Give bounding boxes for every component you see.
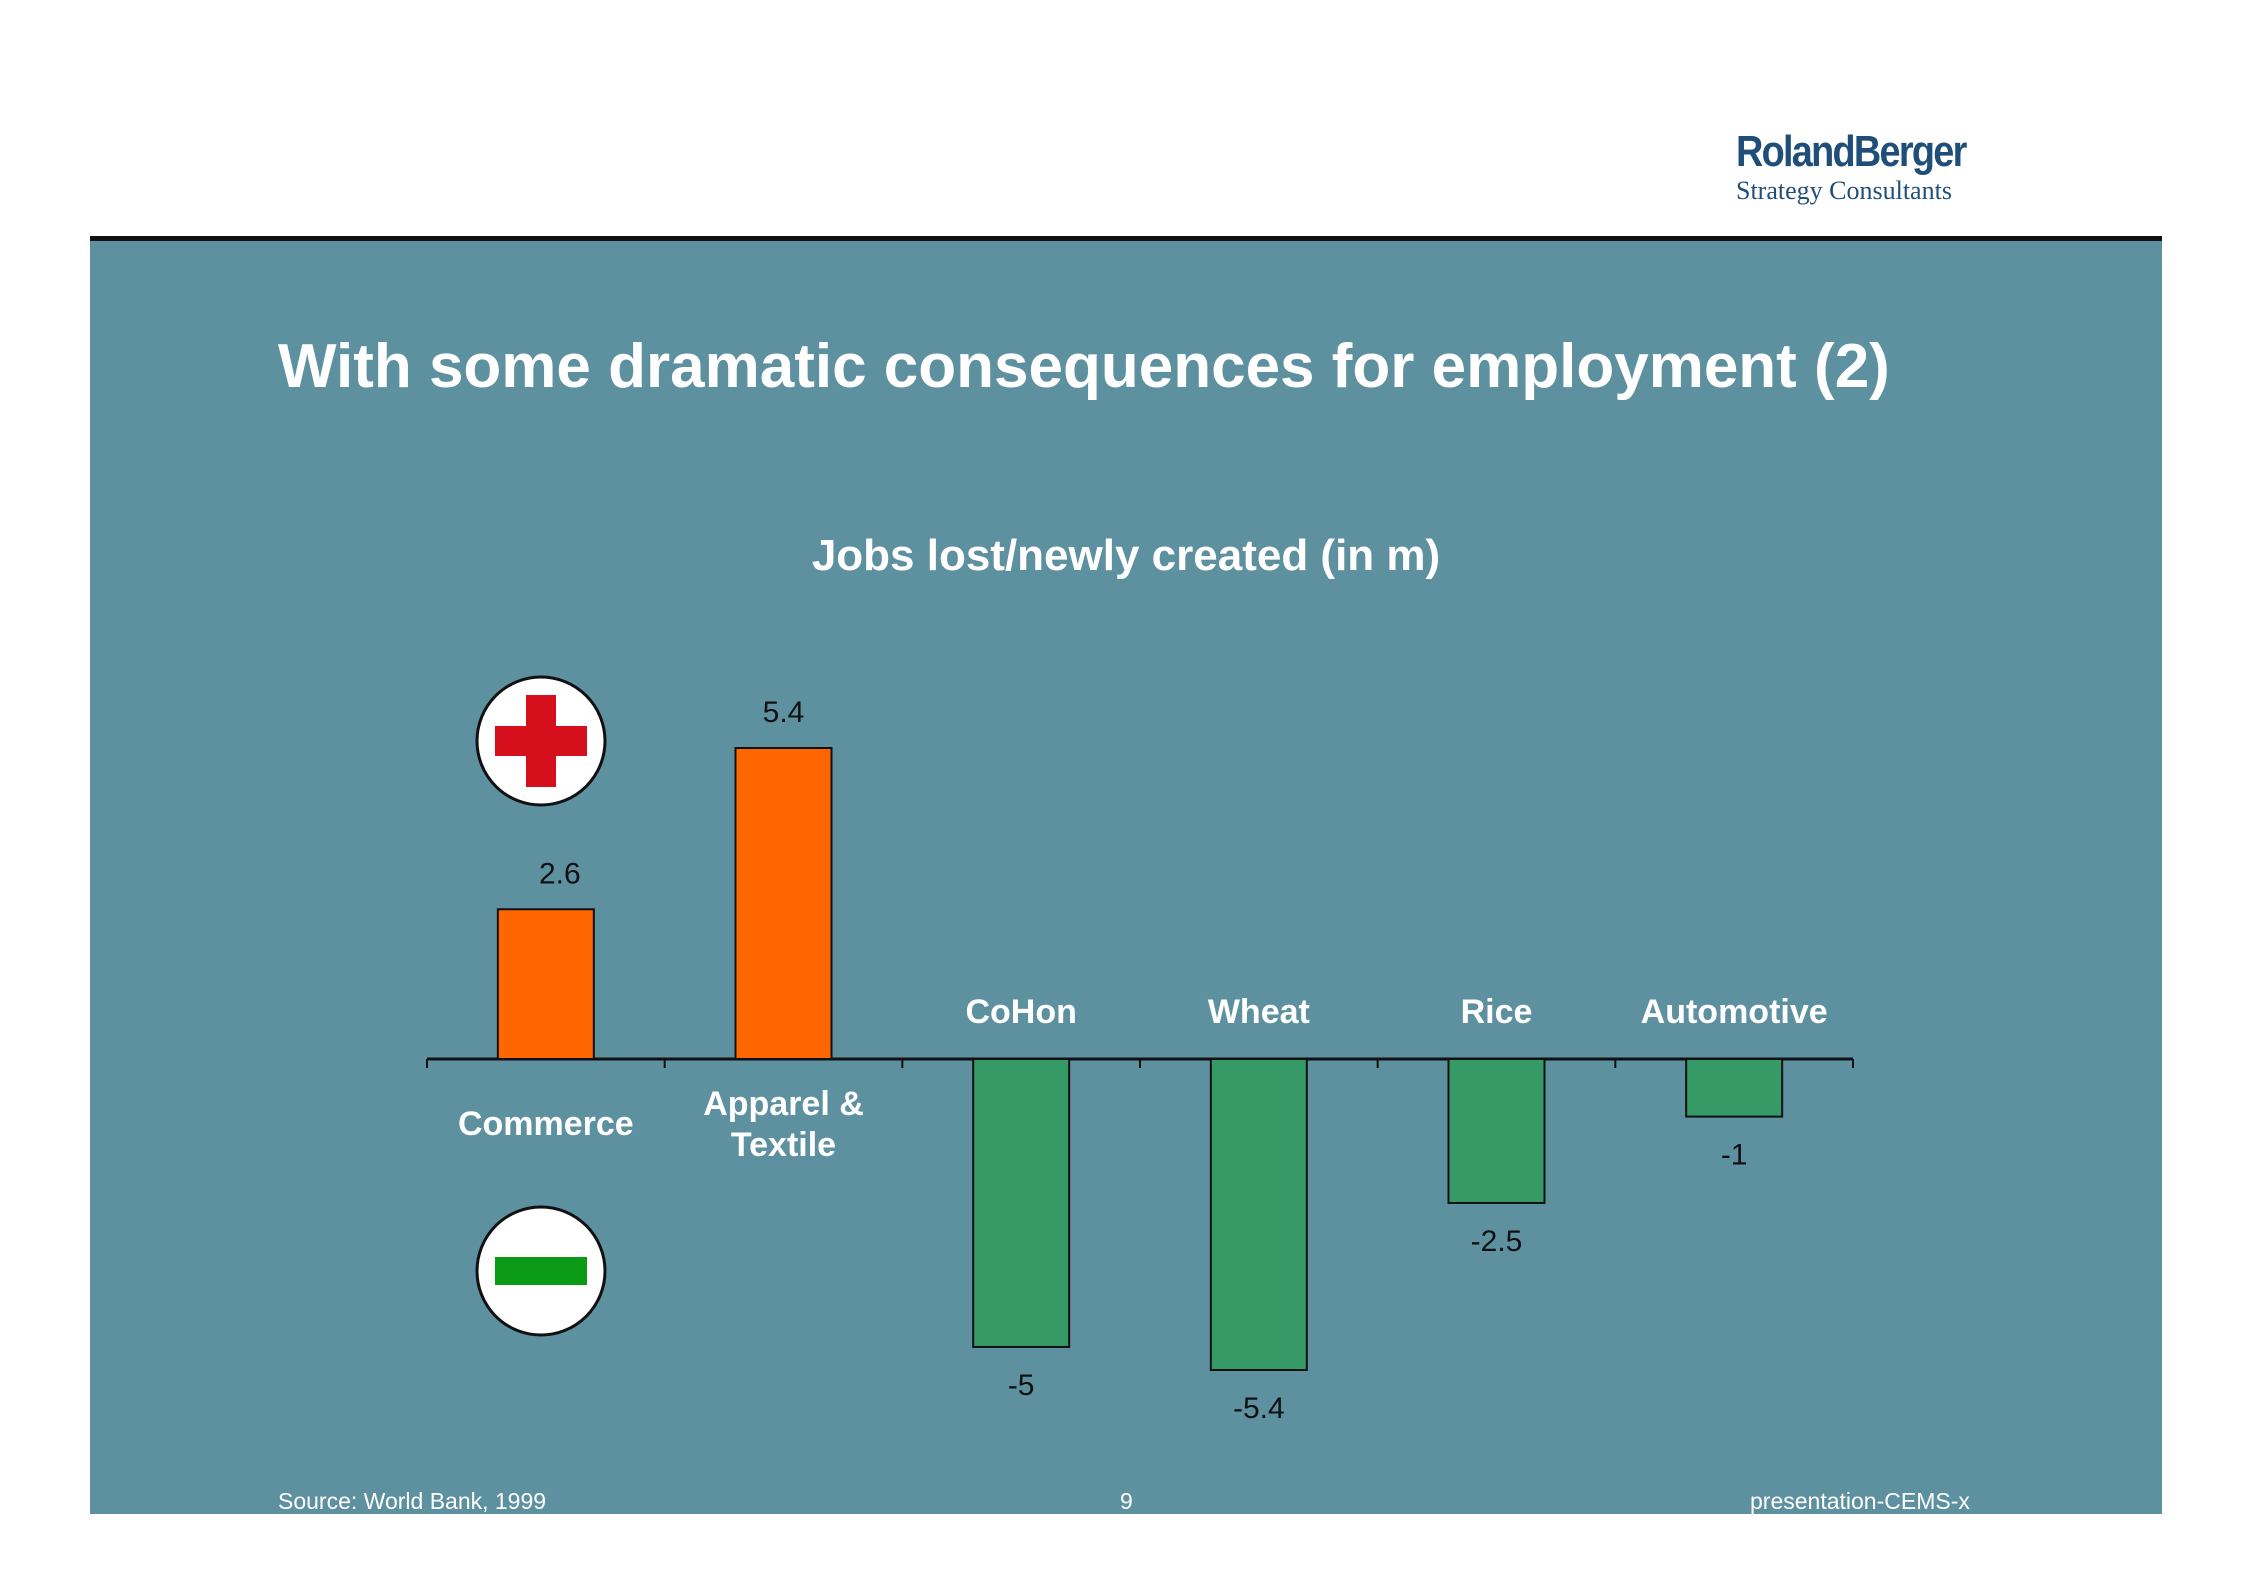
slide-title: With some dramatic consequences for empl… [278, 332, 1890, 401]
bar-4 [1447, 1058, 1546, 1204]
category-label-0: Commerce [458, 1105, 634, 1143]
source-note: Source: World Bank, 1999 [278, 1488, 547, 1514]
data-label-4: -2.5 [1471, 1225, 1523, 1258]
plus-cross [495, 695, 587, 787]
bar-chart: 2.6 Commerce 5.4 Apparel &Textile -5 CoHon -5.… [426, 675, 1854, 1425]
bar-0 [496, 908, 595, 1061]
category-label-4: Rice [1461, 993, 1533, 1031]
page-number: 9 [1120, 1488, 1133, 1514]
category-label-3: Wheat [1208, 993, 1310, 1031]
category-label-1: Textile [731, 1126, 836, 1164]
category-label-2: CoHon [965, 993, 1076, 1031]
data-label-0: 2.6 [539, 857, 581, 890]
data-label-1: 5.4 [763, 696, 805, 729]
file-name: presentation-CEMS-x [1750, 1488, 1970, 1514]
logo-brand: RolandBerger [1736, 127, 1967, 176]
data-label-3: -5.4 [1233, 1392, 1285, 1425]
bar-3 [1209, 1058, 1308, 1371]
bar-2 [972, 1058, 1071, 1348]
minus-bar [495, 1257, 587, 1285]
roland-berger-logo: RolandBerger Strategy Consultants [1736, 130, 1976, 206]
logo-tagline: Strategy Consultants [1736, 176, 1952, 205]
bar-5 [1685, 1058, 1784, 1118]
slide-panel: With some dramatic consequences for empl… [90, 236, 2162, 1514]
chart-title: Jobs lost/newly created (in m) [811, 531, 1441, 580]
category-label-1: Apparel & [703, 1085, 864, 1123]
bar-1 [734, 747, 833, 1060]
data-label-2: -5 [1008, 1369, 1035, 1402]
category-label-5: Automotive [1641, 993, 1828, 1031]
data-label-5: -1 [1721, 1139, 1748, 1172]
